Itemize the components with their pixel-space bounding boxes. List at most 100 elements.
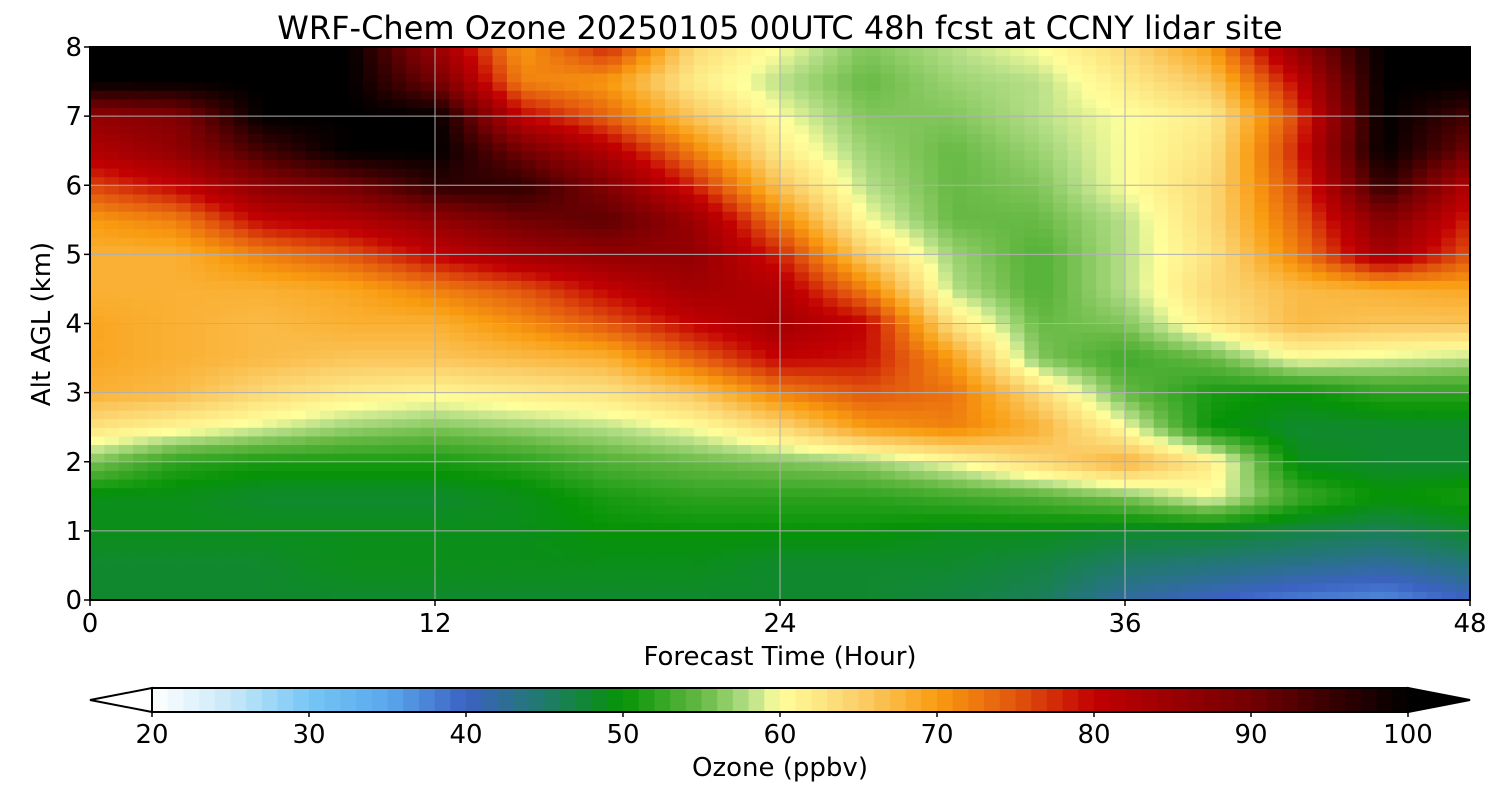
heatmap-cell	[765, 487, 781, 497]
heatmap-cell	[1398, 383, 1414, 394]
heatmap-cell	[420, 479, 436, 489]
heatmap-cell	[535, 375, 551, 385]
heatmap-cell	[693, 435, 709, 446]
heatmap-cell	[205, 565, 220, 575]
heatmap-cell	[981, 358, 997, 368]
heatmap-cell	[578, 349, 594, 359]
heatmap-cell	[851, 513, 867, 523]
heatmap-cell	[981, 306, 997, 316]
heatmap-cell	[1024, 176, 1040, 186]
heatmap-cell	[966, 418, 982, 428]
heatmap-cell	[305, 409, 321, 420]
heatmap-cell	[751, 193, 767, 204]
heatmap-cell	[952, 245, 968, 255]
heatmap-cell	[1455, 418, 1471, 428]
heatmap-cell	[420, 185, 436, 195]
heatmap-cell	[765, 435, 781, 446]
heatmap-cell	[276, 202, 292, 212]
heatmap-cell	[981, 479, 997, 489]
heatmap-cell	[866, 219, 882, 230]
heatmap-cell	[449, 280, 465, 290]
heatmap-cell	[1081, 193, 1097, 204]
heatmap-cell	[1455, 202, 1471, 212]
heatmap-cell	[679, 548, 695, 558]
heatmap-cell	[320, 513, 335, 523]
heatmap-cell	[391, 219, 407, 230]
heatmap-cell	[1038, 185, 1054, 195]
heatmap-cell	[621, 159, 637, 169]
heatmap-cell	[1110, 314, 1126, 325]
heatmap-cell	[564, 504, 580, 515]
heatmap-cell	[262, 479, 278, 489]
heatmap-cell	[1240, 332, 1255, 342]
heatmap-cell	[837, 167, 853, 178]
heatmap-cell	[1010, 358, 1025, 368]
heatmap-cell	[190, 530, 206, 541]
heatmap-cell	[449, 392, 465, 402]
heatmap-cell	[205, 245, 220, 255]
heatmap-cell	[1182, 522, 1198, 532]
heatmap-cell	[161, 366, 177, 376]
heatmap-cell	[391, 470, 407, 480]
heatmap-cell	[1283, 375, 1299, 385]
heatmap-cell	[765, 375, 781, 385]
heatmap-cell	[923, 314, 939, 325]
heatmap-cell	[1211, 358, 1227, 368]
heatmap-cell	[1340, 167, 1356, 178]
heatmap-cell	[1240, 280, 1255, 290]
heatmap-cell	[463, 375, 479, 385]
heatmap-cell	[693, 280, 709, 290]
heatmap-cell	[233, 358, 249, 368]
heatmap-cell	[1426, 522, 1442, 532]
heatmap-cell	[219, 332, 235, 342]
heatmap-cell	[1110, 167, 1126, 178]
heatmap-cell	[1196, 530, 1212, 541]
heatmap-cell	[291, 444, 307, 454]
heatmap-cell	[1412, 167, 1428, 178]
heatmap-cell	[851, 479, 867, 489]
heatmap-cell	[679, 565, 695, 575]
heatmap-cell	[880, 427, 896, 437]
heatmap-cell	[895, 444, 910, 454]
heatmap-cell	[621, 349, 637, 359]
heatmap-cell	[276, 323, 292, 333]
heatmap-cell	[449, 375, 465, 385]
heatmap-cell	[1326, 340, 1342, 351]
heatmap-cell	[780, 461, 795, 471]
heatmap-cell	[1110, 271, 1126, 281]
heatmap-cell	[1412, 263, 1428, 273]
heatmap-cell	[435, 159, 450, 169]
heatmap-cell	[794, 487, 810, 497]
heatmap-cell	[1455, 375, 1471, 385]
heatmap-cell	[1426, 167, 1442, 178]
heatmap-cell	[780, 314, 795, 325]
heatmap-cell	[1254, 392, 1270, 402]
heatmap-cell	[780, 539, 795, 549]
heatmap-cell	[1225, 427, 1241, 437]
heatmap-cell	[1182, 453, 1198, 463]
heatmap-cell	[377, 513, 393, 523]
heatmap-cell	[693, 167, 709, 178]
heatmap-cell	[1081, 435, 1097, 446]
heatmap-cell	[665, 314, 680, 325]
heatmap-cell	[1168, 392, 1184, 402]
heatmap-cell	[578, 522, 594, 532]
heatmap-cell	[1225, 435, 1241, 446]
heatmap-cell	[176, 211, 192, 221]
heatmap-cell	[636, 254, 652, 264]
heatmap-cell	[1383, 358, 1399, 368]
heatmap-cell	[1211, 409, 1227, 420]
heatmap-cell	[248, 504, 264, 515]
heatmap-cell	[1139, 548, 1155, 558]
heatmap-cell	[665, 349, 680, 359]
heatmap-cell	[1254, 548, 1270, 558]
heatmap-cell	[1268, 280, 1284, 290]
heatmap-cell	[435, 504, 450, 515]
heatmap-cell	[650, 409, 666, 420]
heatmap-cell	[895, 591, 910, 601]
heatmap-cell	[593, 435, 609, 446]
heatmap-cell	[1268, 271, 1284, 281]
heatmap-cell	[866, 202, 882, 212]
heatmap-cell	[938, 401, 954, 411]
heatmap-cell	[708, 228, 724, 238]
